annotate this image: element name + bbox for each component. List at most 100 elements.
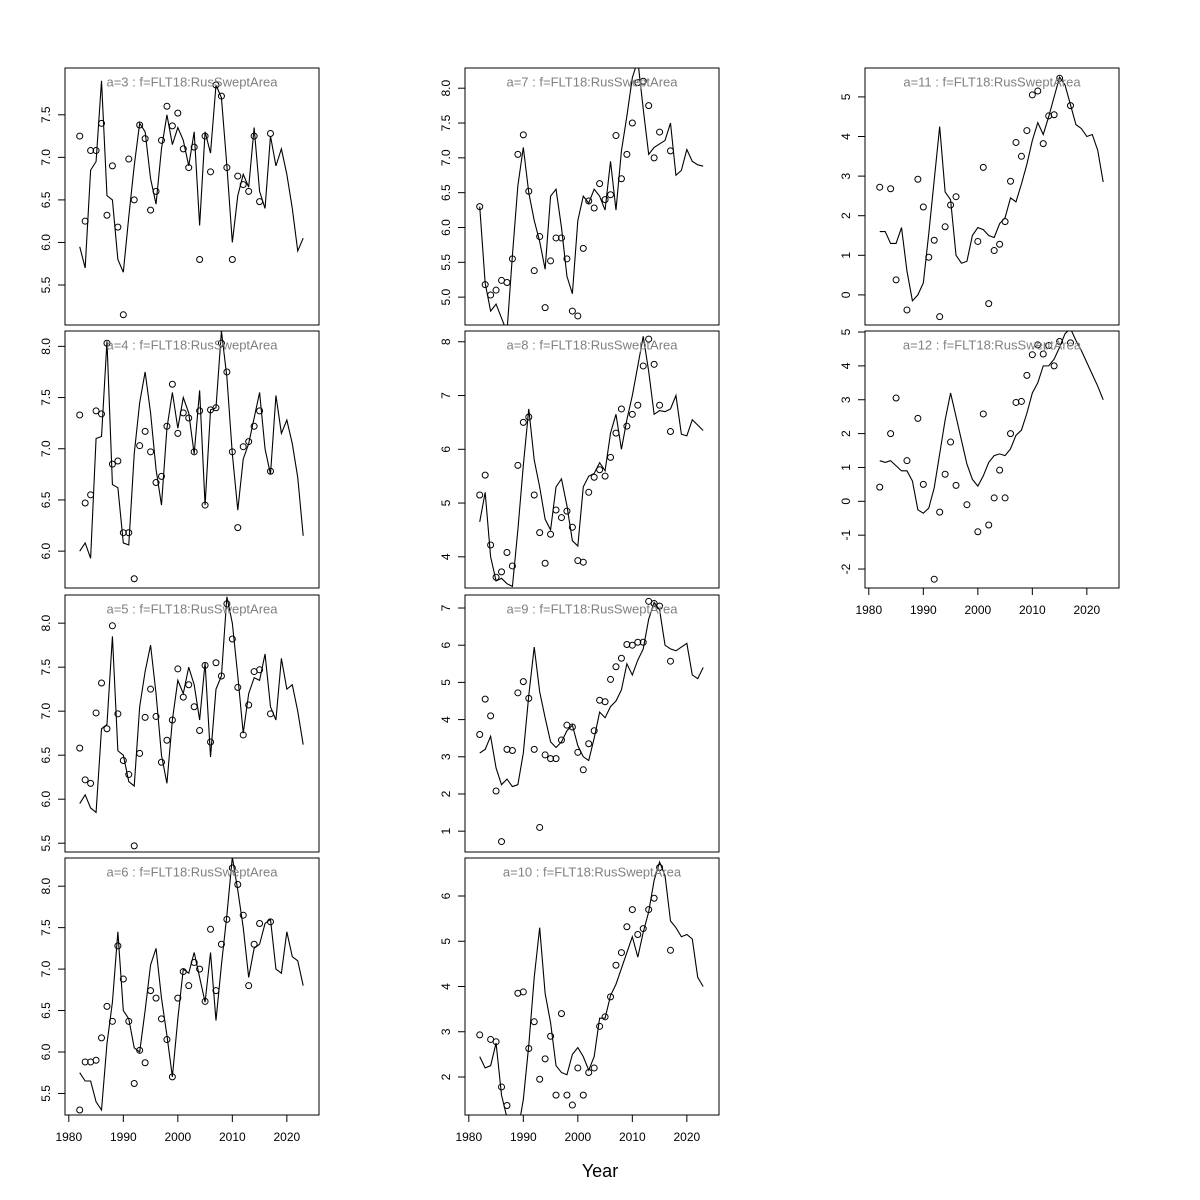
observation-point: [108, 460, 116, 468]
observation-point: [81, 499, 89, 507]
observation-point: [612, 132, 620, 140]
x-tick-label: 2020: [1073, 603, 1100, 617]
y-tick-label: 6.0: [39, 234, 53, 251]
observation-point: [590, 727, 598, 735]
observation-point: [919, 203, 927, 211]
observation-point: [508, 562, 516, 570]
observation-point: [174, 994, 182, 1002]
observation-point: [119, 311, 127, 319]
observation-point: [207, 925, 215, 933]
observation-point: [514, 461, 522, 469]
observation-point: [1066, 102, 1074, 110]
observation-point: [130, 196, 138, 204]
observation-point: [947, 438, 955, 446]
observation-point: [514, 689, 522, 697]
observation-point: [239, 911, 247, 919]
y-tick-label: 7.5: [39, 106, 53, 123]
observation-point: [212, 404, 220, 412]
observation-point: [239, 443, 247, 451]
observation-point: [552, 506, 560, 514]
observation-point: [266, 130, 274, 138]
observation-point: [103, 339, 111, 347]
observation-point: [125, 529, 133, 537]
y-tick-label: 5.5: [39, 276, 53, 293]
observation-point: [103, 1002, 111, 1010]
observation-point: [217, 672, 225, 680]
observation-point: [607, 453, 615, 461]
observation-point: [508, 255, 516, 263]
observation-point: [519, 418, 527, 426]
observation-point: [536, 823, 544, 831]
observation-point: [876, 183, 884, 191]
observation-point: [974, 237, 982, 245]
observation-point: [508, 746, 516, 754]
observation-point: [217, 92, 225, 100]
observation-point: [568, 307, 576, 315]
observation-point: [617, 654, 625, 662]
observation-point: [645, 102, 653, 110]
panel-frame: [864, 67, 1120, 326]
y-tick-label: 4: [439, 983, 453, 990]
observation-point: [190, 958, 198, 966]
observation-point: [87, 779, 95, 787]
observation-point: [990, 247, 998, 255]
observation-point: [201, 997, 209, 1005]
y-tick-label: 6.5: [39, 191, 53, 208]
observation-point: [163, 736, 171, 744]
x-tick-label: 2000: [964, 603, 991, 617]
y-tick-label: 6.5: [439, 184, 453, 201]
y-tick-label: 5.5: [39, 1085, 53, 1102]
x-tick-label: 1980: [855, 603, 882, 617]
observation-point: [476, 730, 484, 738]
observation-point: [985, 300, 993, 308]
observation-point: [190, 143, 198, 151]
plot-area: [76, 858, 304, 1114]
observation-point: [234, 524, 242, 532]
observation-point: [607, 191, 615, 199]
observation-point: [492, 286, 500, 294]
y-tick-label: 4: [439, 716, 453, 723]
observation-point: [217, 339, 225, 347]
observation-point: [914, 414, 922, 422]
observation-point: [492, 573, 500, 581]
observation-point: [212, 987, 220, 995]
plot-area: [476, 335, 704, 588]
observation-point: [547, 257, 555, 265]
observation-point: [87, 491, 95, 499]
x-tick-label: 2010: [219, 1130, 246, 1144]
observation-point: [1034, 87, 1042, 95]
y-tick-label: 8.0: [39, 338, 53, 355]
observation-point: [476, 491, 484, 499]
observation-point: [108, 162, 116, 170]
observation-point: [179, 145, 187, 153]
observation-point: [596, 1022, 604, 1030]
observation-point: [541, 751, 549, 759]
observation-point: [76, 1106, 84, 1114]
observation-point: [234, 172, 242, 180]
observation-point: [119, 975, 127, 983]
observation-point: [190, 448, 198, 456]
y-tick-label: 5.5: [439, 254, 453, 271]
y-tick-label: -1: [839, 530, 853, 541]
observation-point: [98, 1034, 106, 1042]
observation-point: [1034, 341, 1042, 349]
observation-point: [256, 919, 264, 927]
y-tick-label: 5: [839, 93, 853, 100]
observation-point: [876, 483, 884, 491]
observation-point: [174, 109, 182, 117]
observation-point: [498, 1083, 506, 1091]
observation-point: [1023, 127, 1031, 135]
observation-point: [141, 427, 149, 435]
observation-point: [536, 529, 544, 537]
observation-point: [1001, 494, 1009, 502]
observation-point: [103, 211, 111, 219]
observation-point: [76, 132, 84, 140]
panel-title: a=11 : f=FLT18:RusSweptArea: [903, 74, 1081, 89]
y-tick-label: 3: [439, 753, 453, 760]
observation-point: [963, 501, 971, 509]
observation-point: [152, 479, 160, 487]
observation-point: [568, 1101, 576, 1109]
observation-point: [634, 638, 642, 646]
observation-point: [168, 122, 176, 130]
panel-title: a=5 : f=FLT18:RusSweptArea: [106, 601, 278, 616]
